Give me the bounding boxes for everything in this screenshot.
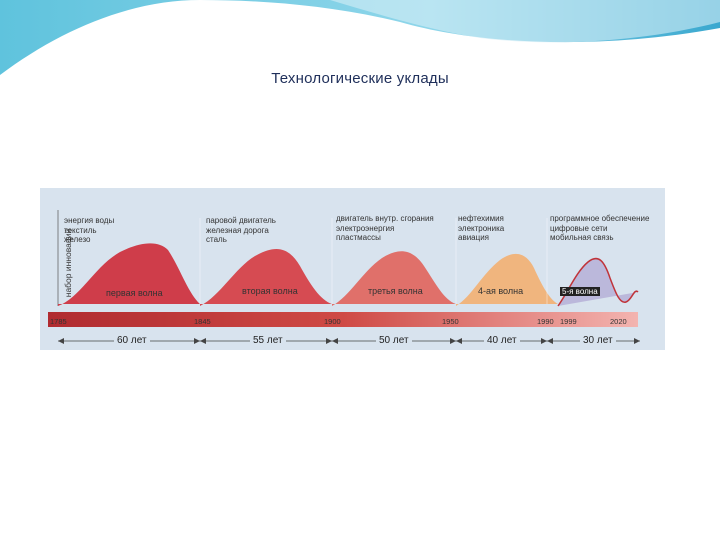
duration-label: 55 лет [250,335,286,346]
wave-5-innovations: программное обеспечение цифровые сети мо… [550,214,650,242]
wave-2-curve [200,249,332,306]
technology-waves-figure: набор инноваций энергия воды текстиль же… [40,188,665,350]
year-label: 1785 [50,317,67,326]
year-label: 2020 [610,317,627,326]
wave-5-name: 5-я волна [560,287,600,296]
wave-3-curve [332,251,456,306]
wave-4-name: 4-ая волна [478,286,524,296]
wave-3-name: третья волна [368,286,423,296]
duration-label: 30 лет [580,335,616,346]
wave-2-innovations: паровой двигатель железная дорога сталь [206,216,276,244]
wave-4-curve [456,253,558,306]
year-label: 1845 [194,317,211,326]
wave-3-innovations: двигатель внутр. сгорания электроэнергия… [336,214,434,242]
wave-2-name: вторая волна [242,286,298,296]
duration-label: 40 лет [484,335,520,346]
wave-1-curve [58,243,200,306]
slide-title: Технологические уклады [271,70,449,87]
wave-1-name: первая волна [106,288,163,298]
year-label: 1950 [442,317,459,326]
duration-label: 60 лет [114,335,150,346]
wave-4-innovations: нефтехимия электроника авиация [458,214,505,242]
header-wave-decoration [0,0,720,82]
duration-label: 50 лет [376,335,412,346]
timeline-bar [48,312,638,327]
year-label: 1990 [537,317,554,326]
year-label: 1900 [324,317,341,326]
waves-svg [40,188,665,350]
year-label: 1999 [560,317,577,326]
wave-1-innovations: энергия воды текстиль железо [64,216,115,244]
